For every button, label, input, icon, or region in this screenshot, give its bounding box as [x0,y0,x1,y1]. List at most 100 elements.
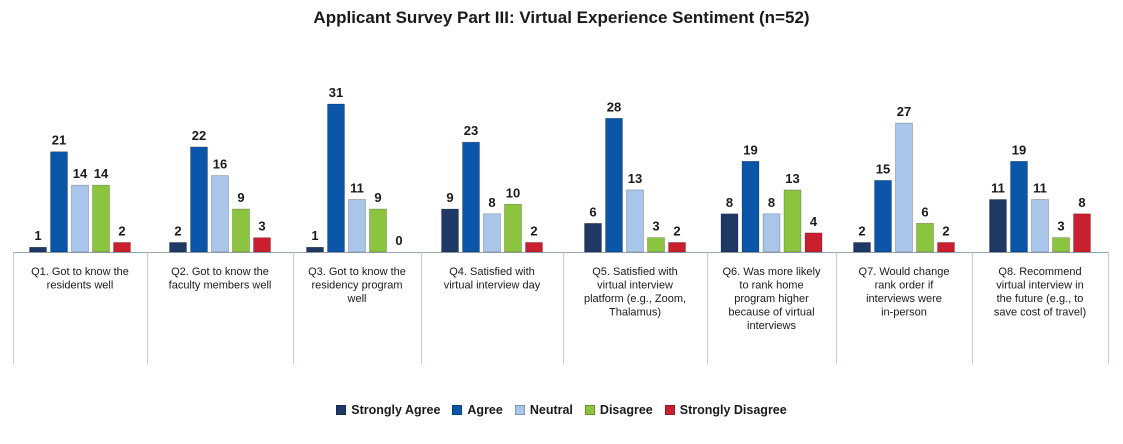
category-label-line: Q2. Got to know the [171,266,269,278]
category-label-line: virtual interview in [996,280,1083,292]
category-label: Q4. Satisfied with virtual interview day [444,266,541,292]
data-label: 27 [897,104,911,119]
data-label: 22 [192,128,206,143]
data-label: 23 [464,123,478,138]
bar-neutral [626,189,644,253]
bar-disagree [783,189,802,253]
category-label-line: interviews were [866,293,942,305]
category-label-line: Q4. Satisfied with [449,266,535,278]
bar-agree [190,146,208,253]
bar-strongly-disagree [525,242,543,253]
category-label-line: interviews [747,320,796,332]
data-label: 28 [607,99,621,114]
data-label: 8 [768,195,775,210]
data-label: 2 [858,223,865,238]
bar-agree [327,103,345,253]
data-label: 9 [237,190,244,205]
legend-label: Strongly Agree [351,403,441,417]
bar-strongly-disagree [253,237,271,253]
data-label: 0 [395,233,402,248]
bar-disagree [916,223,934,253]
bar-strongly-agree [29,246,47,253]
data-label: 3 [258,219,265,234]
data-label: 19 [743,142,757,157]
category-label-line: platform (e.g., Zoom, [584,293,686,305]
bar-strongly-agree [584,223,602,253]
category-label-line: Q1. Got to know the [31,266,129,278]
data-label: 2 [942,223,949,238]
bar-strongly-disagree [937,242,955,253]
data-label: 2 [673,223,680,238]
category-label-line: rank order if [875,280,935,292]
data-label: 10 [506,185,520,200]
bar-disagree [1052,237,1070,253]
category-label: Q7. Would change rank order if interviews … [859,266,950,319]
legend: Strongly Agree Agree Neutral Disagree Strong… [0,403,1123,417]
bar-neutral [483,213,501,253]
data-label: 11 [991,180,1005,195]
category-label: Q6. Was more likely to rank home program h… [722,266,821,332]
category-label-line: faculty members well [169,280,272,292]
data-label: 1 [34,228,41,243]
category-label-line: residency program [311,280,402,292]
legend-item: Strongly Agree [336,403,440,417]
bar-strongly-agree [169,242,187,253]
category-label-line: save cost of travel) [994,307,1086,319]
bar-neutral [762,213,781,253]
bar-neutral [1031,199,1049,253]
category-label: Q1. Got to know the residents well [31,266,129,292]
legend-swatch [514,405,525,415]
data-label: 11 [350,180,364,195]
legend-swatch [584,405,595,415]
category-label-line: because of virtual [728,307,814,319]
category-label-line: in-person [881,307,927,319]
bar-neutral [71,184,89,253]
bar-disagree [92,184,110,253]
data-label: 21 [52,133,66,148]
data-label: 4 [810,214,818,229]
legend-item: Disagree [584,403,653,417]
bar-agree [741,160,760,253]
data-label: 6 [589,204,596,219]
data-label: 8 [1078,195,1085,210]
legend-swatch [336,405,347,415]
data-label: 2 [174,223,181,238]
data-label: 16 [213,157,227,172]
bar-strongly-disagree [1073,213,1091,253]
data-label: 8 [726,195,733,210]
category-label-line: Q3. Got to know the [308,266,406,278]
data-label: 2 [118,223,125,238]
data-label: 8 [488,195,495,210]
legend-item: Agree [452,403,503,417]
bar-neutral [895,122,913,253]
category-label: Q3. Got to know the residency program well [308,266,406,305]
category-label-line: residents well [47,280,114,292]
legend-swatch [452,405,463,415]
data-label: 14 [94,166,109,181]
category-label: Q8. Recommend virtual interview in the fut… [994,266,1086,319]
category-label-line: virtual interview day [444,280,541,292]
data-label: 9 [446,190,453,205]
data-label: 9 [374,190,381,205]
category-label-line: Thalamus) [609,307,661,319]
category-label-line: program higher [734,293,809,305]
bar-strongly-agree [853,242,871,253]
legend-item: Strongly Disagree [664,403,787,417]
bar-neutral [348,199,366,253]
data-label: 11 [1033,180,1047,195]
data-label: 1 [311,228,318,243]
bar-strongly-agree [306,246,324,253]
bar-agree [1010,160,1028,253]
data-label: 15 [876,161,890,176]
bar-strongly-agree [989,199,1007,253]
data-label: 13 [628,171,642,186]
data-label: 19 [1012,142,1026,157]
legend-label: Neutral [529,403,573,417]
bar-strongly-agree [720,213,739,253]
category-label: Q5. Satisfied with virtual interview platf… [584,266,686,319]
bar-agree [874,180,892,253]
data-label: 31 [329,85,343,100]
category-label-line: to rank home [739,280,803,292]
category-label-line: Q5. Satisfied with [592,266,678,278]
